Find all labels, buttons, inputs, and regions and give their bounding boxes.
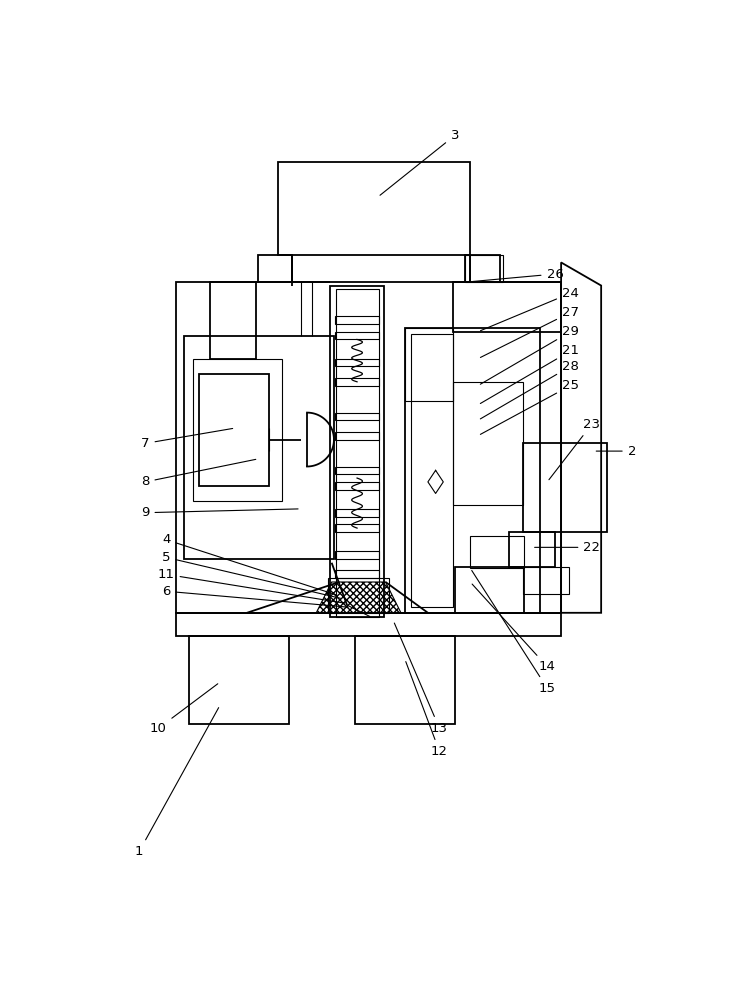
- Text: 11: 11: [157, 568, 344, 603]
- Bar: [336, 289, 378, 617]
- Bar: [328, 578, 389, 613]
- Bar: [523, 567, 569, 594]
- Text: 10: 10: [150, 684, 218, 735]
- Bar: [335, 332, 379, 339]
- Text: 26: 26: [473, 267, 564, 281]
- Bar: [465, 255, 499, 282]
- Bar: [176, 282, 561, 613]
- Text: 12: 12: [406, 662, 448, 758]
- Bar: [190, 636, 289, 724]
- Text: 8: 8: [141, 459, 256, 488]
- Text: 3: 3: [380, 129, 459, 195]
- Text: 14: 14: [472, 584, 555, 673]
- Bar: [355, 636, 455, 724]
- Text: 21: 21: [480, 344, 579, 403]
- Bar: [335, 524, 379, 532]
- Text: 23: 23: [549, 418, 601, 480]
- Bar: [405, 328, 453, 401]
- Text: 2: 2: [596, 445, 636, 458]
- Bar: [330, 286, 384, 617]
- Bar: [335, 359, 379, 366]
- Text: 7: 7: [141, 428, 233, 450]
- Bar: [193, 359, 281, 501]
- Bar: [509, 532, 555, 567]
- Text: 24: 24: [480, 287, 579, 331]
- Bar: [455, 567, 524, 613]
- Bar: [335, 432, 379, 440]
- Text: 25: 25: [480, 379, 579, 434]
- Bar: [199, 374, 268, 486]
- Bar: [176, 613, 561, 636]
- Bar: [335, 413, 379, 420]
- Bar: [335, 482, 379, 490]
- Text: 27: 27: [480, 306, 579, 357]
- Text: 28: 28: [480, 360, 579, 419]
- Bar: [453, 382, 523, 505]
- Bar: [405, 328, 539, 613]
- Text: 4: 4: [162, 533, 337, 595]
- Text: 9: 9: [141, 506, 298, 519]
- Text: 6: 6: [162, 585, 348, 607]
- Bar: [335, 466, 379, 474]
- Bar: [210, 282, 256, 359]
- Text: 15: 15: [472, 570, 555, 695]
- Bar: [335, 509, 379, 517]
- Bar: [335, 378, 379, 386]
- Text: 22: 22: [534, 541, 601, 554]
- Text: 29: 29: [480, 325, 579, 384]
- Bar: [335, 551, 379, 559]
- Bar: [470, 536, 524, 568]
- Bar: [411, 334, 453, 607]
- Bar: [523, 443, 607, 532]
- Bar: [335, 316, 379, 324]
- Bar: [453, 282, 561, 332]
- Text: 1: 1: [135, 708, 219, 858]
- Bar: [278, 162, 470, 255]
- Bar: [184, 336, 334, 559]
- Bar: [335, 570, 379, 578]
- Text: 5: 5: [162, 551, 340, 598]
- Bar: [258, 255, 292, 282]
- Bar: [465, 255, 503, 282]
- Text: 13: 13: [394, 623, 448, 735]
